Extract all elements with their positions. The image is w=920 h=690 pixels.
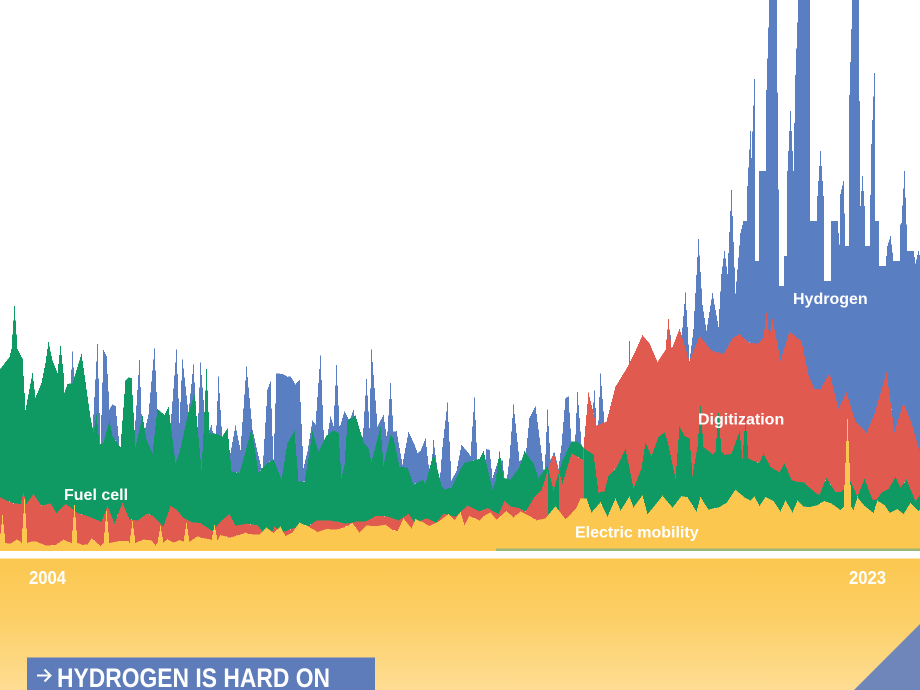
svg-text:Electric mobility: Electric mobility [575,525,699,542]
svg-text:Fuel cell: Fuel cell [64,487,128,504]
svg-text:2004: 2004 [29,568,66,588]
svg-text:2023: 2023 [849,568,886,588]
svg-text:Hydrogen: Hydrogen [793,291,868,308]
svg-text:Digitization: Digitization [698,412,784,429]
svg-text:HYDROGEN IS HARD ON: HYDROGEN IS HARD ON [57,663,330,690]
